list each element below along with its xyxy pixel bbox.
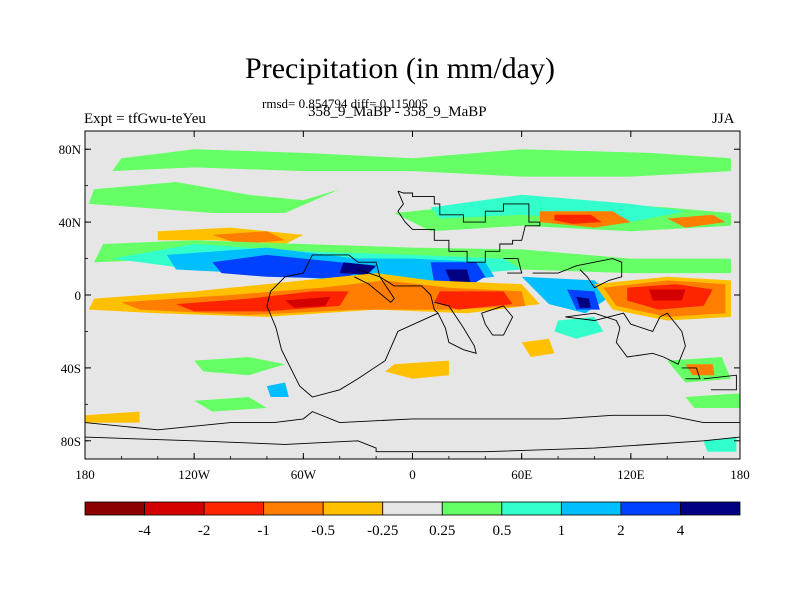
coastline	[565, 312, 686, 365]
colorbar-swatch	[263, 501, 324, 516]
colorbar-swatch	[144, 501, 205, 516]
x-tick-label: 60E	[511, 467, 532, 482]
coastline	[85, 436, 740, 453]
chart-subtitle: 358_9_MaBP - 358_9_MaBP	[308, 104, 487, 120]
coastline	[266, 254, 439, 398]
coastlines	[85, 190, 740, 453]
colorbar: -4 -2 -1 -0.5 -0.25 0.25 0.5 1 2 4	[84, 501, 741, 539]
colorbar-swatch	[322, 501, 384, 516]
coastline	[481, 305, 514, 336]
contour-region	[576, 296, 591, 308]
contour-region	[85, 411, 140, 423]
contour-region	[434, 291, 513, 310]
colorbar-label: -0.5	[311, 523, 335, 539]
colorbar-label: 2	[617, 523, 625, 539]
contour-region	[194, 357, 286, 376]
colorbar-label: 0.25	[429, 523, 455, 539]
colorbar-swatch	[501, 501, 562, 516]
y-tick-label: 80N	[59, 142, 82, 157]
y-tick-label: 40S	[61, 361, 81, 376]
stats-text: rmsd= 0.854794 diff= 0.115005	[262, 96, 428, 111]
contour-region	[685, 393, 740, 408]
chart-title: Precipitation (in mm/day)	[245, 52, 555, 85]
colorbar-label: -4	[138, 523, 151, 539]
contour-region	[554, 316, 604, 339]
contour-region	[554, 214, 602, 224]
contour-region	[88, 182, 340, 213]
y-tick-label: 80S	[61, 434, 81, 449]
colorbar-label: -0.25	[367, 523, 398, 539]
colorbar-label: -2	[198, 523, 211, 539]
x-tick-label: 180	[730, 467, 750, 482]
contour-region	[667, 214, 726, 228]
contour-region	[194, 397, 267, 412]
experiment-label: Expt = tfGwu-teYeu	[84, 111, 206, 127]
coastline	[434, 301, 477, 354]
colorbar-label: 4	[677, 523, 685, 539]
y-axis: 80N 40N 0 40S 80S	[59, 142, 740, 449]
coastline	[681, 367, 701, 380]
colorbar-swatch	[382, 501, 443, 516]
colorbar-label: 1	[558, 523, 566, 539]
contour-region	[285, 296, 331, 308]
contour-region	[212, 231, 286, 244]
colorbar-swatch	[84, 501, 145, 516]
contour-region	[703, 437, 737, 452]
colorbar-label: 0.5	[492, 523, 511, 539]
colorbar-swatch	[203, 501, 265, 516]
contour-region	[112, 149, 731, 177]
contour-fills	[85, 149, 740, 452]
colorbar-swatch	[620, 501, 681, 516]
coastline	[397, 190, 541, 263]
x-tick-label: 0	[409, 467, 416, 482]
contour-region	[266, 382, 289, 397]
colorbar-swatch	[441, 501, 503, 516]
contour-region	[212, 254, 377, 279]
coastline	[703, 374, 737, 391]
colorbar-swatch	[680, 501, 741, 516]
y-tick-label: 40N	[59, 215, 82, 230]
colorbar-swatch	[560, 501, 622, 516]
colorbar-label: -1	[257, 523, 270, 539]
x-axis: 180 120W 60W 0 60E 120E 180	[75, 131, 750, 482]
coastline	[85, 411, 740, 431]
contour-region	[385, 360, 449, 379]
season-label: JJA	[712, 111, 735, 127]
contour-region	[339, 262, 377, 275]
contour-region	[430, 194, 686, 223]
coastline	[532, 258, 623, 289]
x-tick-label: 120E	[617, 467, 645, 482]
contour-region	[649, 289, 686, 301]
coastline	[354, 269, 395, 303]
contour-region	[685, 364, 715, 376]
x-tick-label: 180	[75, 467, 95, 482]
coastline	[503, 258, 523, 274]
x-tick-label: 120W	[178, 467, 211, 482]
y-tick-label: 0	[75, 288, 82, 303]
contour-region	[521, 338, 555, 357]
x-tick-label: 60W	[291, 467, 317, 482]
